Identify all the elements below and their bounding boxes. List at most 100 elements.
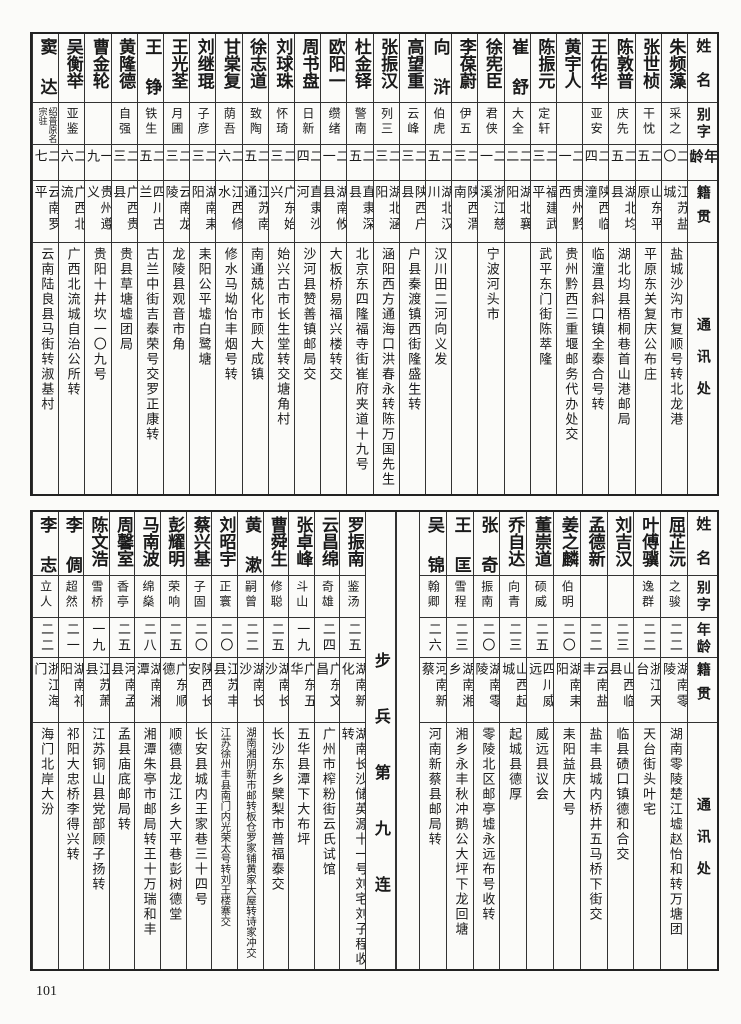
age-text: 二三 xyxy=(164,149,190,165)
native-place-cell: 贵州黔西 xyxy=(557,180,583,242)
alias-cell: 向青 xyxy=(500,575,527,617)
address-cell xyxy=(504,242,530,494)
native-place-cell: 广西北流 xyxy=(59,180,85,242)
person-column: 张卓峰 斗山 一九 广东五华 五华县潭下大布坪 xyxy=(288,512,314,969)
age-cell: 二五 xyxy=(242,144,268,180)
alias-text: 伊五 xyxy=(458,107,473,137)
age-text: 二一 xyxy=(63,622,79,654)
alias-cell: 伊五 xyxy=(452,102,478,144)
name-text: 乔自达 xyxy=(504,516,525,567)
name-text: 刘昭宇 xyxy=(215,516,236,567)
alias-text: 翰卿 xyxy=(426,580,441,610)
native-place-cell: 直隶沙河 xyxy=(295,180,321,242)
native-place-text: 湖北襄阳 xyxy=(504,185,530,233)
address-cell: 起城县德厚 xyxy=(500,722,527,969)
name-cell: 李志 xyxy=(33,512,58,575)
native-place-text: 河南孟县 xyxy=(109,662,135,710)
address-cell: 长沙东乡檗梨市普福泰交 xyxy=(263,722,289,969)
alias-text: 子彦 xyxy=(196,107,211,137)
age-cell: 二五 xyxy=(347,144,373,180)
age-text: 二三 xyxy=(399,149,425,165)
age-text: 二〇 xyxy=(559,622,575,654)
name-text: 董崇道 xyxy=(531,516,551,567)
header-alias-cell: 别字 xyxy=(688,575,717,617)
name-cell: 甘棠复 xyxy=(216,34,241,102)
age-cell: 二五 xyxy=(527,617,553,657)
address-text: 广西北流城自治公所转 xyxy=(64,247,80,397)
native-place-text: 湖南零陵 xyxy=(473,662,500,710)
native-place-cell: 湖南湘潭 xyxy=(135,657,161,722)
header-alias-text: 别字 xyxy=(694,580,711,614)
name-cell: 崔舒 xyxy=(505,34,530,102)
name-cell: 欧阳一 xyxy=(321,34,346,102)
native-place-text: 山西起城 xyxy=(500,662,527,710)
native-place-cell: 湖南零陵 xyxy=(661,657,687,722)
native-place-text: 江苏萧县 xyxy=(84,662,109,710)
person-column: 陈敦普 庆先 二五 湖北均县 湖北均县梧桐巷首山港邮局 xyxy=(608,34,635,494)
age-text: 二五 xyxy=(609,149,635,165)
alias-cell: 超然 xyxy=(58,575,84,617)
native-place-text: 江西修水 xyxy=(216,185,242,233)
age-cell: 二〇 xyxy=(186,617,212,657)
alias-cell: 修聪 xyxy=(263,575,289,617)
address-cell: 平原东关复庆公布庄 xyxy=(635,242,661,494)
name-text: 张卓峰 xyxy=(292,516,313,567)
age-text: 二六 xyxy=(59,149,85,165)
native-place-cell: 陕西渭南 xyxy=(452,180,478,242)
native-place-text: 湖南零陵 xyxy=(661,662,687,710)
native-place-cell: 广东顺德 xyxy=(161,657,186,722)
age-text: 二五 xyxy=(242,149,268,165)
name-text: 李倜 xyxy=(61,516,82,574)
alias-text: 怀琦 xyxy=(274,107,289,137)
native-place-text: 陕西临潼 xyxy=(583,185,609,233)
name-text: 姜之麟 xyxy=(557,516,578,567)
alias-cell: 列三 xyxy=(373,102,399,144)
native-place-cell: 陕西临潼 xyxy=(583,180,609,242)
person-column: 徐宪臣 君侠 二一 浙江慈溪 宁波河头市 xyxy=(477,34,504,494)
alias-cell: 雪程 xyxy=(446,575,473,617)
address-text: 零陵北区邮亭墟永远布号收转 xyxy=(479,727,495,922)
name-cell: 蔡兴基 xyxy=(187,512,212,575)
address-cell: 祁阳大忠桥李得兴转 xyxy=(58,722,84,969)
name-cell: 叶傅骥 xyxy=(634,512,660,575)
address-text: 广州市榨粉街云氏试馆 xyxy=(319,727,335,877)
alias-text: 荣响 xyxy=(166,580,181,610)
age-text: 二一 xyxy=(321,149,347,165)
person-column: 张世桢 干忱 二五 山东平原 平原东关复庆公布庄 xyxy=(634,34,661,494)
age-text: 二四 xyxy=(319,622,335,654)
native-place-text: 山东平原 xyxy=(635,185,661,233)
alias-text: 逸群 xyxy=(640,580,655,610)
name-cell: 王光荃 xyxy=(164,34,189,102)
native-place-cell: 河南孟县 xyxy=(109,657,135,722)
address-text: 户县秦渡镇西街隆盛生转 xyxy=(405,247,421,412)
name-cell: 董崇道 xyxy=(527,512,553,575)
name-text: 向浒 xyxy=(429,38,450,96)
person-column: 李葆蔚 伊五 二三 陕西渭南 xyxy=(451,34,478,494)
name-cell: 吴衡举 xyxy=(59,34,84,102)
header-alias-cell: 别字 xyxy=(688,102,717,144)
alias-text: 子固 xyxy=(192,580,207,610)
address-text: 贵县草塘墟团局 xyxy=(117,247,132,352)
header-name-cell: 姓名 xyxy=(688,512,717,575)
alias-text: 大全 xyxy=(510,107,525,137)
age-text: 二〇 xyxy=(661,149,687,165)
person-column: 蔡兴基 子固 二〇 陕西长安 长安县城内王家巷三十四号 xyxy=(185,512,212,969)
address-cell: 湖北均县梧桐巷首山港邮局 xyxy=(609,242,635,494)
person-column: 吴衡举 亚鉴 二六 广西北流 广西北流城自治公所转 xyxy=(58,34,85,494)
age-text: 二三 xyxy=(373,149,399,165)
native-place-cell: 湖南攸县 xyxy=(321,180,347,242)
name-cell: 张奇 xyxy=(474,512,500,575)
address-cell: 湘潭朱亭市邮局转王十万瑞和丰 xyxy=(135,722,161,969)
header-age-cell: 年龄 xyxy=(688,144,717,180)
age-text: 二〇 xyxy=(191,622,207,654)
address-text: 孟县庙底邮局转 xyxy=(114,727,130,832)
alias-cell: 嗣曾 xyxy=(237,575,263,617)
name-text: 屈芷沅 xyxy=(665,516,685,567)
native-place-cell: 浙江海门 xyxy=(33,657,58,722)
address-cell: 涵阳西方通海口洪春永转陈万国先生 xyxy=(373,242,399,494)
native-place-text: 浙江海门 xyxy=(33,662,58,710)
age-text: 一九 xyxy=(294,622,310,654)
address-cell: 修水马坳怡丰烟号转 xyxy=(216,242,242,494)
header-age-cell: 年龄 xyxy=(688,617,717,657)
person-column: 罗振南 鉴汤 二五 湖南新化 湖南长沙储英源十一号刘宅刘子程收转 xyxy=(339,512,365,969)
